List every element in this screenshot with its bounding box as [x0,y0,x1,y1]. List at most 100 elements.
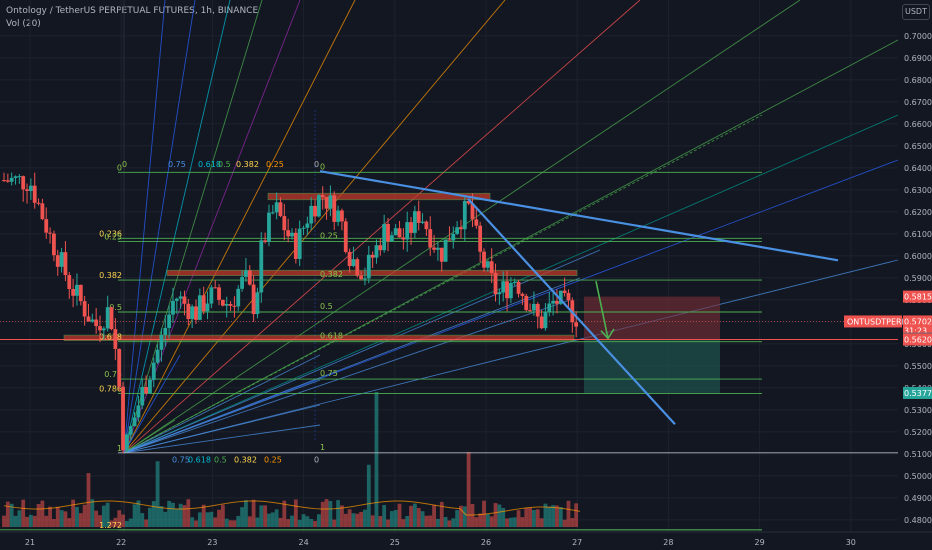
fan-label-bottom: 0 [314,455,319,464]
fib-fan-ray [123,379,321,454]
fib-level-label: 0 [117,163,122,172]
candle [140,387,145,406]
fib-fan-ray [123,354,321,454]
price-tag-bg [903,386,932,399]
volume-bar [224,518,229,527]
volume-bar [351,513,356,527]
candle [508,282,513,299]
volume-bar [466,452,471,527]
price-tag: 0.5815 [904,293,932,302]
price-tag-bg [903,333,932,346]
fib-level-label: 0.618 [99,333,122,342]
candle [174,298,179,301]
candle [124,434,129,451]
candle [48,232,52,234]
candle [436,247,440,250]
candle [374,245,379,258]
volume-bar [174,508,179,527]
volume-bar [128,518,133,527]
candle [86,316,91,322]
candle [255,292,260,315]
time-axis[interactable]: 21 22 23 24 25 26 27 28 29 30 [0,531,932,547]
volume-bar [355,513,360,527]
candle [13,176,18,179]
volume-bar [551,505,556,527]
candle [213,287,218,289]
price-tick-label: 0.4800 [904,516,932,525]
candle [489,261,494,273]
candle [351,259,356,267]
volume-bar [424,515,429,527]
volume-bar [32,515,37,527]
fib-level-label: 0.25 [104,233,122,242]
volume-bar [532,509,536,527]
volume-bar [52,519,56,527]
candle [194,306,198,320]
volume-bar [489,516,494,527]
candle [132,417,137,427]
volume-bar [301,514,306,527]
candle [309,205,314,224]
candle [90,319,95,322]
fan-label-top: 0 [122,160,127,169]
time-tick-label: 22 [116,538,126,547]
price-tick-label: 0.6700 [904,98,932,107]
volume-bar [28,514,33,527]
volume-bar [78,513,83,527]
volume-bar [274,509,279,527]
candle [9,178,14,182]
candle [359,275,364,280]
candle [462,200,467,230]
volume-bar [543,503,548,527]
candle [209,287,214,304]
fib-level-label: 1 [117,444,122,453]
zone-rect [63,334,575,341]
volume-bar [389,511,394,527]
candle [63,252,68,276]
symbol-tag-bg [844,315,902,328]
fib-level-label-right: 0.5 [320,302,333,311]
volume-bar [82,504,87,527]
candle [40,203,45,220]
volume-bar [328,500,333,527]
candle [485,261,490,268]
price-tick-label: 0.5100 [904,450,932,459]
time-tick-label: 24 [299,538,309,547]
volume-bar [332,519,337,527]
candle [247,270,252,285]
price-axis[interactable]: 0.7000 0.6900 0.6800 0.6700 0.6600 0.6500 0.64… [904,32,932,525]
fib-fan-ray [123,0,641,454]
volume-bar [67,518,72,527]
fib-fan-ray [123,0,166,453]
volume-bar [178,503,183,527]
volume-bar [485,514,490,527]
volume-bar [297,519,302,527]
candle [516,281,521,294]
volume-bar [136,500,141,527]
volume-bar [5,501,10,527]
candle [401,237,406,240]
candle [566,292,571,301]
trend-lines[interactable] [319,170,839,425]
candle [501,281,506,293]
price-tick-label: 0.5300 [904,406,932,415]
price-tick-label: 0.6500 [904,142,932,151]
volume-bar [286,519,291,527]
volume-indicator-label[interactable]: Vol (20) [6,19,41,29]
candle [382,223,387,251]
candle [428,229,433,248]
candle [389,235,394,242]
volume-bar [420,511,425,527]
candle [443,239,448,262]
volume-bar [270,512,275,527]
volume-bar [163,511,168,527]
volume-bar [213,517,218,527]
volume-bar [55,506,60,527]
candle [28,185,33,191]
price-tag: 0.5620 [904,336,932,345]
volume-bar [205,512,210,527]
currency-button[interactable]: USDT [902,4,930,20]
forecast-arrow[interactable] [595,281,615,340]
